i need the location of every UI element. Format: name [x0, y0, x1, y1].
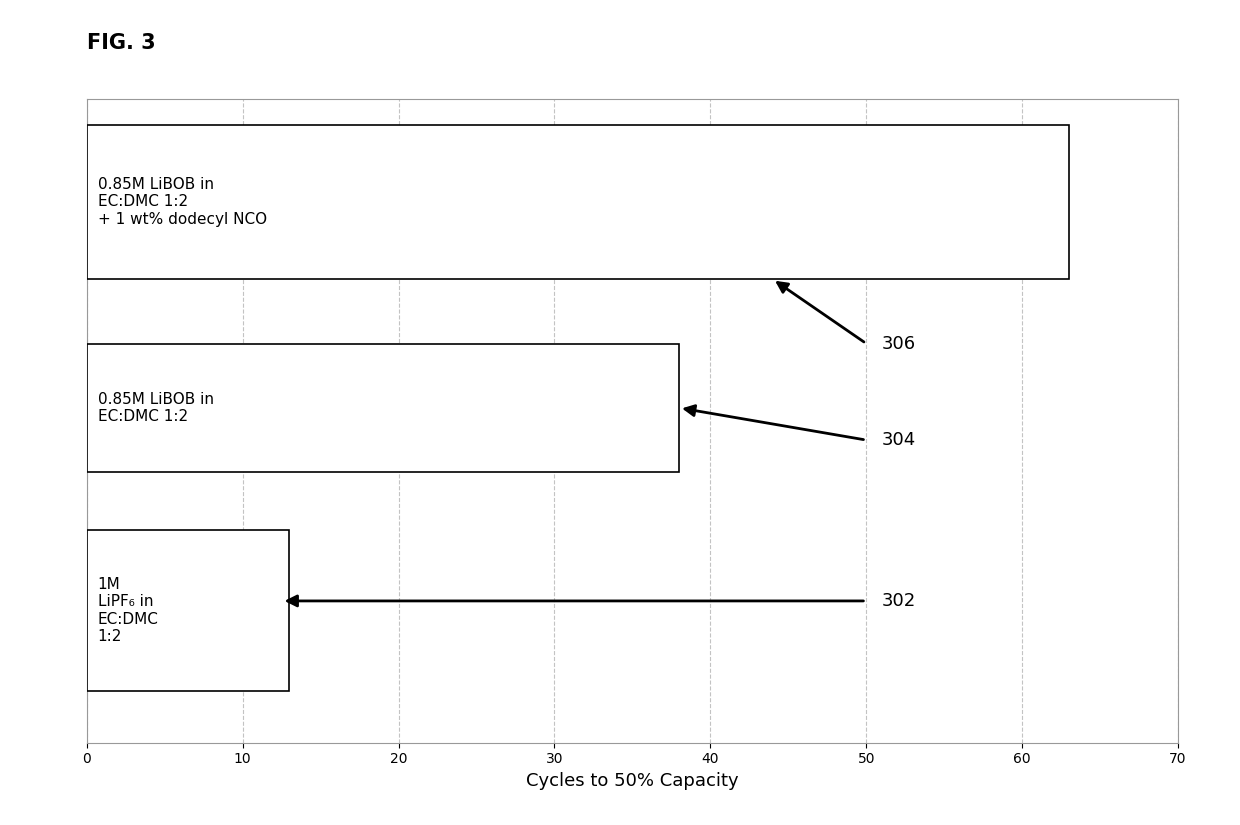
Text: 304: 304 [882, 431, 916, 449]
Text: 302: 302 [882, 592, 916, 610]
X-axis label: Cycles to 50% Capacity: Cycles to 50% Capacity [526, 771, 739, 790]
Bar [87, 343, 680, 472]
Text: 1M
LiPF₆ in
EC:DMC
1:2: 1M LiPF₆ in EC:DMC 1:2 [98, 577, 159, 644]
Text: 306: 306 [882, 334, 916, 352]
Text: 0.85M LiBOB in
EC:DMC 1:2
+ 1 wt% dodecyl NCO: 0.85M LiBOB in EC:DMC 1:2 + 1 wt% dodecy… [98, 177, 267, 227]
Text: 0.85M LiBOB in
EC:DMC 1:2: 0.85M LiBOB in EC:DMC 1:2 [98, 392, 213, 424]
Bar [87, 125, 1069, 279]
Text: FIG. 3: FIG. 3 [87, 33, 155, 53]
Bar [87, 530, 289, 691]
